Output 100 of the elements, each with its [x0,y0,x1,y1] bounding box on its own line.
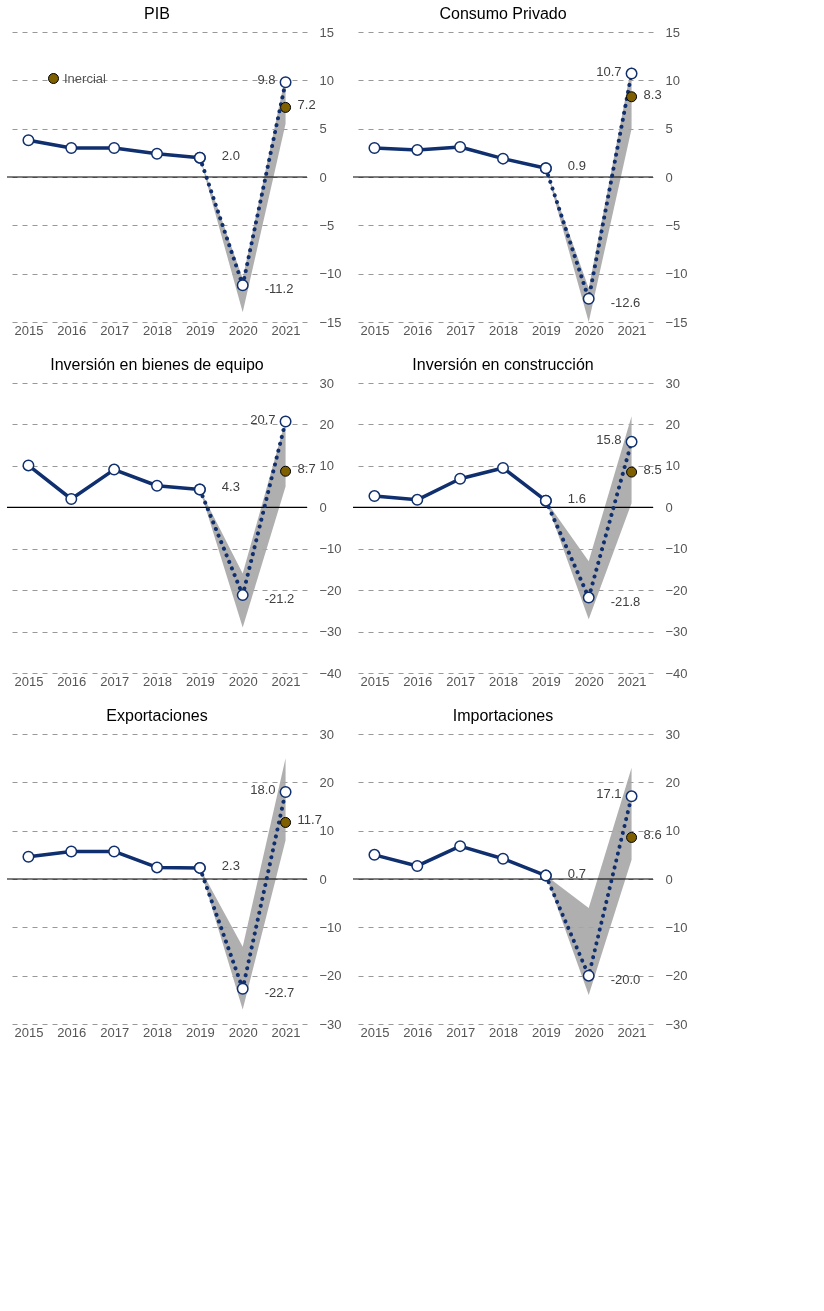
x-tick-label: 2016 [57,322,87,338]
data-label: 11.7 [297,812,322,828]
data-label: 2.0 [221,147,240,163]
data-label: -12.6 [610,294,641,310]
x-tick-label: 2016 [403,1024,433,1040]
y-tick-label: 30 [319,375,334,391]
x-tick-label: 2019 [185,673,215,689]
x-tick-label: 2017 [100,1024,130,1040]
data-label: 20.7 [250,411,276,427]
y-tick-label: 20 [665,774,680,790]
x-tick-label: 2015 [14,1024,44,1040]
x-tick-label: 2015 [360,673,390,689]
y-tick-label: −15 [665,314,688,330]
y-tick-label: −30 [665,1016,688,1032]
x-tick-label: 2017 [100,673,130,689]
data-label: 18.0 [250,782,276,797]
y-tick-label: 15 [319,24,334,40]
chart-title: Exportaciones [106,707,208,724]
x-tick-label: 2018 [489,673,518,689]
y-tick-label: 10 [319,823,334,839]
y-tick-label: 5 [319,121,327,137]
y-tick-label: −20 [319,968,342,984]
x-tick-label: 2015 [14,673,44,689]
data-label: -20.0 [610,971,641,987]
chart-title: Inversión en bienes de equipo [50,356,264,373]
data-label: -21.8 [610,593,641,609]
x-tick-label: 2021 [271,1024,301,1040]
data-label: 8.5 [643,462,662,478]
y-tick-label: −10 [319,541,342,557]
y-tick-label: 10 [319,458,334,474]
x-tick-label: 2020 [574,322,604,338]
data-label: 0.7 [567,865,586,881]
y-tick-label: −20 [319,582,342,598]
x-tick-label: 2021 [271,673,301,689]
y-tick-label: 10 [665,458,680,474]
y-tick-label: −15 [319,314,342,330]
x-tick-label: 2020 [228,322,258,338]
x-tick-label: 2021 [617,673,647,689]
x-tick-label: 2017 [446,673,476,689]
y-tick-label: −10 [665,541,688,557]
y-tick-label: 5 [665,121,673,137]
x-tick-label: 2015 [360,322,390,338]
x-tick-label: 2016 [403,322,433,338]
y-tick-label: 15 [665,24,680,40]
y-tick-label: −40 [665,665,688,681]
data-label: 8.7 [297,461,316,477]
x-tick-label: 2020 [228,1024,258,1040]
data-label: -22.7 [264,984,295,1000]
y-tick-label: −20 [665,968,688,984]
x-tick-label: 2017 [446,322,476,338]
x-tick-label: 2018 [489,1024,518,1040]
y-tick-label: −40 [319,665,342,681]
y-tick-label: −30 [319,624,342,640]
data-label: 4.3 [221,479,240,495]
y-tick-label: 30 [319,726,334,742]
x-tick-label: 2021 [271,322,301,338]
y-tick-label: 30 [665,726,680,742]
data-label: 0.9 [567,158,586,174]
x-tick-label: 2019 [185,1024,215,1040]
y-tick-label: 20 [319,774,334,790]
data-label: 7.2 [297,97,316,113]
chart-title: PIB [144,5,170,22]
y-tick-label: −30 [319,1016,342,1032]
x-tick-label: 2017 [446,1024,476,1040]
x-tick-label: 2019 [531,673,561,689]
x-tick-label: 2019 [531,1024,561,1040]
x-tick-label: 2016 [57,1024,87,1040]
y-tick-label: −10 [319,919,342,935]
data-label: 8.6 [643,827,662,843]
x-tick-label: 2016 [403,673,433,689]
x-tick-label: 2018 [489,322,518,338]
x-tick-label: 2020 [574,1024,604,1040]
data-label: 15.8 [596,431,622,447]
y-tick-label: −5 [665,217,681,233]
y-tick-label: −20 [665,582,688,598]
x-tick-label: 2018 [143,673,172,689]
data-label: 17.1 [596,786,622,802]
data-label: 10.7 [596,63,622,79]
y-tick-label: 0 [665,169,673,185]
y-tick-label: 0 [665,499,673,515]
x-tick-label: 2018 [143,322,172,338]
y-tick-label: −10 [665,266,688,282]
x-tick-label: 2021 [617,1024,647,1040]
x-tick-label: 2020 [228,673,258,689]
x-tick-label: 2015 [360,1024,390,1040]
data-label: 2.3 [221,857,240,873]
y-tick-label: −10 [319,266,342,282]
x-tick-label: 2020 [574,673,604,689]
chart-title: Importaciones [452,707,554,724]
y-tick-label: 10 [319,72,334,88]
y-tick-label: −30 [665,624,688,640]
chart-title: Consumo Privado [439,5,567,22]
x-tick-label: 2016 [57,673,87,689]
y-tick-label: −10 [665,919,688,935]
data-label: 8.3 [643,86,662,102]
data-label: 1.6 [567,490,586,506]
y-tick-label: 20 [665,416,680,432]
y-tick-label: 20 [319,416,334,432]
y-tick-label: 0 [665,871,673,887]
y-tick-label: −5 [319,217,335,233]
